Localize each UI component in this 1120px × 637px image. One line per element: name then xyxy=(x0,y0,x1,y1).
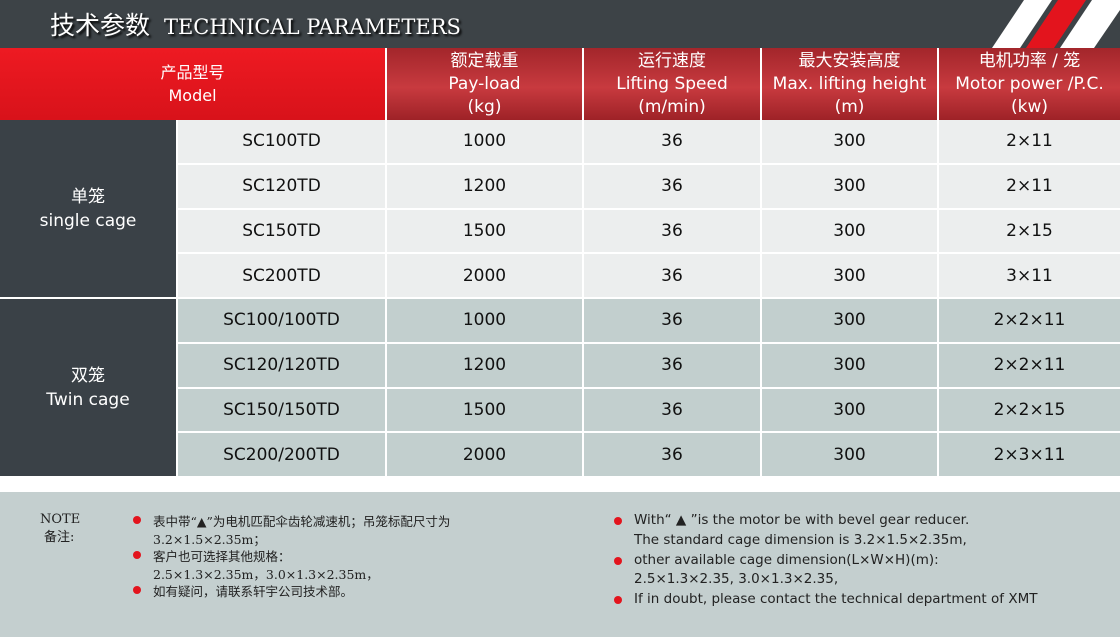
table-cell: 2×2×15 xyxy=(939,388,1120,432)
title-cn: 技术参数 xyxy=(50,11,151,40)
note-bullet xyxy=(133,516,141,524)
column-header: 运行速度 Lifting Speed (m/min) xyxy=(584,48,760,120)
column-header: 电机功率 / 笼 Motor power /P.C. (kw) xyxy=(939,48,1120,120)
table-cell: 1000 xyxy=(387,120,582,163)
note-line: If in doubt, please contact the technica… xyxy=(634,591,1038,608)
table-cell: SC100TD xyxy=(178,120,385,163)
header-en: Lifting Speed xyxy=(616,73,728,94)
title-en: TECHNICAL PARAMETERS xyxy=(163,15,461,39)
table-cell: 2×15 xyxy=(939,209,1120,253)
header-unit: (kg) xyxy=(467,96,502,117)
note-bullet xyxy=(614,517,622,525)
table-cell: 3×11 xyxy=(939,254,1120,297)
header-cn: 额定载重 xyxy=(450,50,519,71)
table-cell: 1000 xyxy=(387,299,582,342)
table-cell: 2000 xyxy=(387,433,582,476)
table-cell: SC200/200TD xyxy=(178,433,385,476)
header-cn: 最大安装高度 xyxy=(798,50,901,71)
header-cn: 电机功率 / 笼 xyxy=(978,50,1081,71)
table-cell: 36 xyxy=(584,164,760,208)
note-line: 如有疑问，请联系轩宇公司技术部。 xyxy=(153,584,354,599)
table-cell: 300 xyxy=(762,254,937,297)
note-line: With“ ▲ ”is the motor be with bevel gear… xyxy=(634,512,970,528)
header-en: Pay-load xyxy=(448,73,521,94)
note-line: The standard cage dimension is 3.2×1.5×2… xyxy=(634,531,967,548)
table-cell: 300 xyxy=(762,299,937,342)
header-unit: (kw) xyxy=(1010,96,1048,117)
table-cell: SC200TD xyxy=(178,254,385,297)
header-en: Motor power /P.C. xyxy=(955,73,1104,94)
column-header: 最大安装高度 Max. lifting height (m) xyxy=(762,48,937,120)
table-cell: SC100/100TD xyxy=(178,299,385,342)
table-cell: 36 xyxy=(584,120,760,163)
note-label-cn: 备注: xyxy=(44,530,75,545)
group-cell: 单笼 single cage xyxy=(0,120,176,297)
header-bar xyxy=(0,0,1120,48)
table-cell: 300 xyxy=(762,209,937,253)
note-label: NOTE 备注: xyxy=(40,511,80,547)
group-cell: 双笼 Twin cage xyxy=(0,299,176,476)
table-cell: 300 xyxy=(762,433,937,476)
table-cell: 300 xyxy=(762,388,937,432)
note-bullet xyxy=(614,596,622,605)
note-line: other available cage dimension(L×W×H)(m)… xyxy=(634,551,939,568)
table-cell: 36 xyxy=(584,254,760,297)
table-cell: 2×11 xyxy=(939,164,1120,208)
table-cell: 1500 xyxy=(387,388,582,432)
header-en: Model xyxy=(168,86,217,105)
table-cell: 36 xyxy=(584,388,760,432)
group-cn: 双笼 xyxy=(71,365,105,386)
column-header: 产品型号 Model xyxy=(0,48,385,120)
table-cell: SC120TD xyxy=(178,164,385,208)
header-cn: 运行速度 xyxy=(638,50,706,71)
table-cell: SC120/120TD xyxy=(178,343,385,387)
note-line: 客户也可选择其他规格： xyxy=(153,549,291,564)
note-bullet xyxy=(133,586,141,594)
table-cell: 1500 xyxy=(387,209,582,253)
notes-panel xyxy=(0,492,1120,637)
table-cell: 300 xyxy=(762,164,937,208)
table-cell: 300 xyxy=(762,120,937,163)
table-cell: 36 xyxy=(584,299,760,342)
group-en: single cage xyxy=(39,210,137,231)
header-cn: 产品型号 xyxy=(160,63,225,82)
table-cell: 2×11 xyxy=(939,120,1120,163)
table-cell: 1200 xyxy=(387,164,582,208)
header-unit: (m) xyxy=(834,96,865,117)
header-stripes xyxy=(992,0,1120,48)
table-cell: 2×2×11 xyxy=(939,299,1120,342)
note-bullet xyxy=(614,556,622,565)
table-cell: SC150/150TD xyxy=(178,388,385,432)
note-line: 2.5×1.3×2.35, 3.0×1.3×2.35, xyxy=(634,571,839,588)
table-cell: 1200 xyxy=(387,343,582,387)
group-cn: 单笼 xyxy=(71,186,105,207)
note-bullet xyxy=(133,551,141,559)
table-cell: 300 xyxy=(762,343,937,387)
table-cell: 36 xyxy=(584,433,760,476)
note-line: 3.2×1.5×2.35m； xyxy=(153,531,266,547)
table-cell: 2000 xyxy=(387,254,582,297)
note-label-en: NOTE xyxy=(40,512,81,527)
table-cell: SC150TD xyxy=(178,209,385,253)
table-cell: 36 xyxy=(584,343,760,387)
note-line: 2.5×1.3×2.35m，3.0×1.3×2.35m， xyxy=(153,566,379,582)
header-unit: (m/min) xyxy=(638,96,706,117)
column-header: 额定载重 Pay-load (kg) xyxy=(387,48,582,120)
note-line: 表中带“▲”为电机匹配伞齿轮减速机；吊笼标配尺寸为 xyxy=(153,514,451,529)
header-en: Max. lifting height xyxy=(772,73,927,94)
group-en: Twin cage xyxy=(46,389,130,410)
table-cell: 36 xyxy=(584,209,760,253)
page-title: 技术参数 TECHNICAL PARAMETERS xyxy=(50,6,461,42)
table-cell: 2×2×11 xyxy=(939,343,1120,387)
table-cell: 2×3×11 xyxy=(939,433,1120,476)
